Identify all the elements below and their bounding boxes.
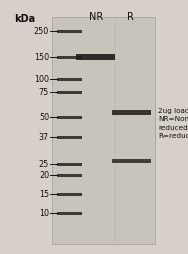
Bar (57, 91, 82, 94)
Text: 20: 20 (39, 171, 49, 180)
Text: 50: 50 (39, 113, 49, 122)
Bar (57, 174, 82, 177)
Bar (57, 193, 82, 196)
Text: 75: 75 (39, 88, 49, 97)
Bar (57, 116, 82, 119)
Text: 250: 250 (34, 27, 49, 36)
Text: 2ug loading
NR=Non-
reduced
R=reduced: 2ug loading NR=Non- reduced R=reduced (158, 108, 188, 139)
Text: 25: 25 (39, 160, 49, 169)
Bar (76, 55, 115, 61)
Bar (57, 78, 82, 81)
Text: R: R (127, 12, 133, 22)
Text: kDa: kDa (14, 14, 35, 24)
Text: 10: 10 (39, 209, 49, 218)
Text: 15: 15 (39, 190, 49, 199)
Bar (57, 56, 82, 59)
Text: 150: 150 (34, 53, 49, 62)
Bar (57, 163, 82, 166)
Bar (57, 212, 82, 215)
Bar (57, 136, 82, 139)
Bar (112, 110, 151, 115)
Text: 37: 37 (39, 133, 49, 142)
Text: NR: NR (89, 12, 103, 22)
Bar (57, 30, 82, 33)
Bar (52, 18, 155, 244)
Bar (112, 159, 151, 163)
Text: 100: 100 (34, 75, 49, 84)
